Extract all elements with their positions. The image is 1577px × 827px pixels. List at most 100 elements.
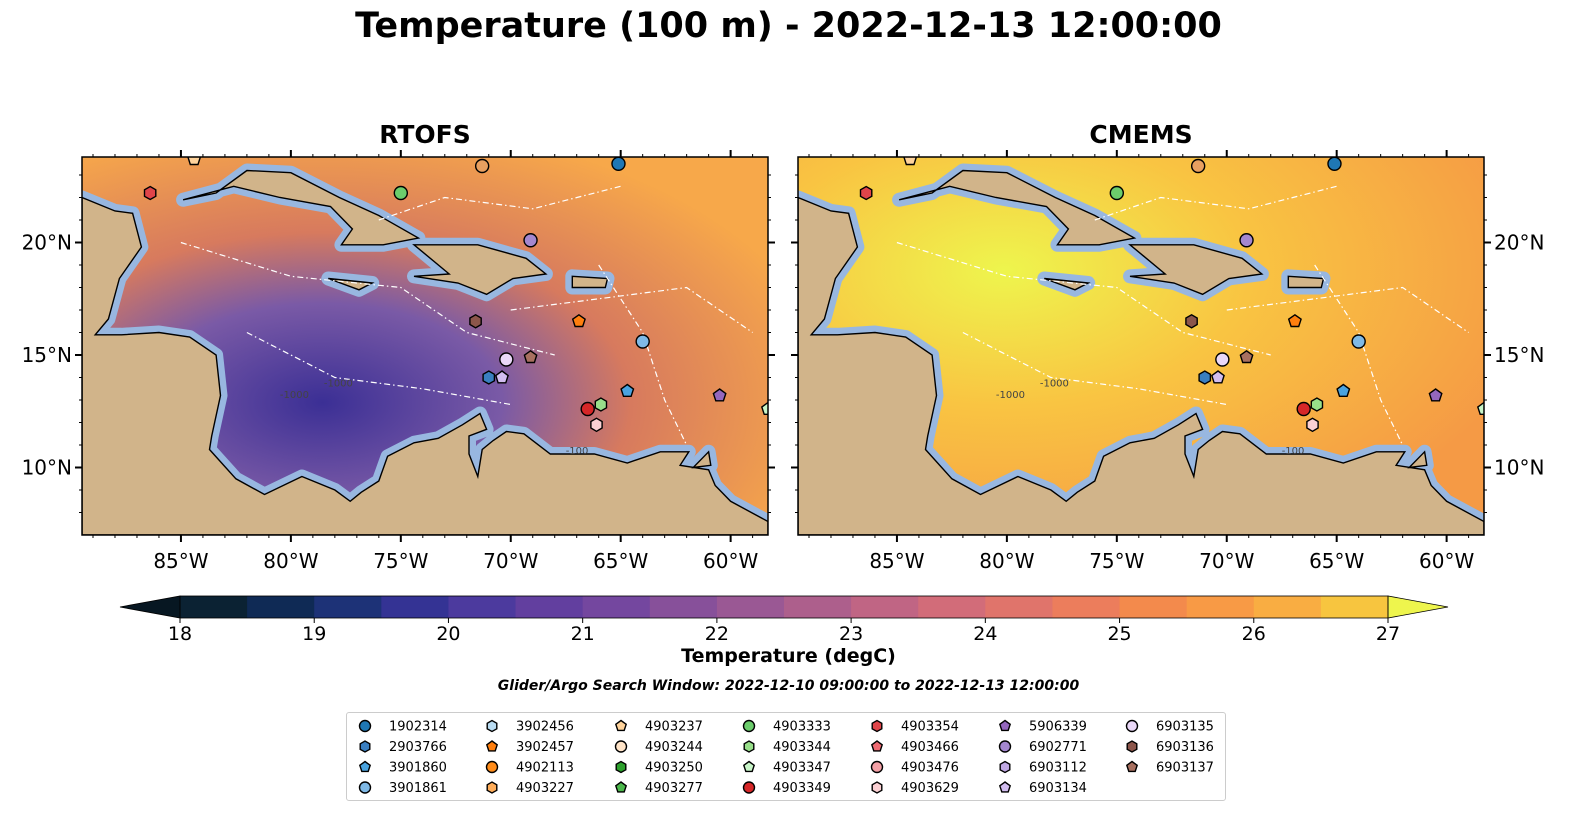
float-marker-4903354 xyxy=(143,185,157,201)
legend-marker-4903250 xyxy=(615,760,627,774)
maritime-boundary xyxy=(1314,264,1404,446)
legend-marker-4903244 xyxy=(614,740,628,753)
float-marker-2903766 xyxy=(1198,370,1212,385)
float-marker-6903137 xyxy=(523,349,538,364)
float-marker-6903134 xyxy=(1210,370,1225,384)
lon-tick-label: 80°W xyxy=(979,549,1034,573)
map-frame xyxy=(81,156,769,536)
legend-label: 4903244 xyxy=(645,740,703,755)
lat-tick-label: 20°N xyxy=(1494,231,1544,255)
colorbar-bin xyxy=(716,596,785,618)
colorbar-bin xyxy=(314,596,382,618)
float-marker-3901860 xyxy=(620,383,635,397)
legend-marker-6903137 xyxy=(1125,760,1139,773)
isobath-label: -1000 xyxy=(996,390,1025,401)
map-panel-cmems: -1000 -1000 -100 85°W 80°W 75°W 70°W 65°W 60°W 20… xyxy=(791,150,1544,573)
float-marker-4903237 xyxy=(903,157,918,166)
legend-marker-3902457 xyxy=(485,740,499,752)
lon-tick-label: 70°W xyxy=(483,549,538,573)
land-area xyxy=(898,169,1137,246)
legend-label: 4903629 xyxy=(901,781,959,796)
land-area xyxy=(1407,450,1428,469)
legend-label: 3901860 xyxy=(389,761,447,776)
float-marker-4903349 xyxy=(580,401,595,417)
legend-marker-6903112 xyxy=(999,760,1011,774)
legend-marker-5906339 xyxy=(998,719,1012,732)
panel-title-rtofs: RTOFS xyxy=(379,120,471,149)
colorbar-extend-high xyxy=(1387,595,1449,619)
float-legend: 1902314 2903766 3901860 3901861 3902456 39024… xyxy=(346,712,1226,801)
legend-marker-6903135 xyxy=(1125,719,1139,733)
land-area xyxy=(1128,244,1264,296)
lat-tick-label: 10°N xyxy=(22,456,72,480)
maritime-boundary xyxy=(180,241,555,356)
maritime-boundary xyxy=(1094,185,1337,221)
maritime-boundary xyxy=(1226,286,1469,333)
legend-marker-6903136 xyxy=(1126,740,1138,753)
map-panel-rtofs: -1000 -1000 -100 85°W 80°W 75°W 70°W 65°W 60°W 20… xyxy=(22,150,775,573)
land-area xyxy=(182,169,421,246)
legend-marker-3901861 xyxy=(358,781,372,794)
float-marker-6903136 xyxy=(469,313,482,329)
float-marker-6903135 xyxy=(1215,352,1230,367)
float-marker-1902314 xyxy=(1327,157,1342,171)
colorbar-bin xyxy=(1186,596,1255,618)
float-marker-6902771 xyxy=(1239,233,1254,248)
legend-label: 4903344 xyxy=(773,740,831,755)
colorbar-tick-label: 24 xyxy=(973,623,997,644)
legend-marker-4903349 xyxy=(742,781,756,794)
lon-tick-label: 70°W xyxy=(1199,549,1254,573)
float-marker-5906339 xyxy=(1428,388,1443,402)
float-marker-4903333 xyxy=(393,185,409,201)
land-area xyxy=(691,450,712,469)
lon-tick-label: 80°W xyxy=(263,549,318,573)
colorbar-bin xyxy=(515,596,584,618)
float-marker-4903349 xyxy=(1296,401,1311,417)
legend-marker-4903333 xyxy=(742,719,756,733)
float-marker-3902457 xyxy=(1287,313,1302,328)
lon-tick-label: 85°W xyxy=(869,549,924,573)
maritime-boundary xyxy=(598,264,688,446)
lon-tick-label: 85°W xyxy=(153,549,208,573)
maritime-boundary xyxy=(378,185,621,221)
legend-marker-4903347 xyxy=(742,760,756,773)
legend-label: 6903112 xyxy=(1029,761,1087,776)
isobath-label: -1000 xyxy=(280,390,309,401)
legend-label: 6902771 xyxy=(1029,740,1087,755)
legend-marker-3902456 xyxy=(486,719,498,733)
isobath-label: -100 xyxy=(1282,446,1305,457)
isobath-label: -100 xyxy=(566,446,589,457)
colorbar-tick-label: 27 xyxy=(1376,623,1400,644)
legend-label: 4903349 xyxy=(773,781,831,796)
search-window-text: Glider/Argo Search Window: 2022-12-10 09… xyxy=(497,678,1080,694)
colorbar-tick-label: 19 xyxy=(302,623,326,644)
legend-label: 6903134 xyxy=(1029,781,1087,796)
land-area xyxy=(412,244,548,296)
lat-tick-label: 15°N xyxy=(22,343,72,367)
float-marker-2903766 xyxy=(482,370,496,385)
legend-marker-4903466 xyxy=(870,740,884,752)
float-marker-4903347 xyxy=(760,401,768,415)
colorbar-bin xyxy=(247,596,315,618)
lon-tick-label: 60°W xyxy=(703,549,758,573)
legend-marker-4903227 xyxy=(486,781,498,794)
legend-marker-3901860 xyxy=(358,760,372,773)
lon-tick-label: 65°W xyxy=(593,549,648,573)
colorbar-bin xyxy=(1119,596,1188,618)
colorbar-tick-label: 26 xyxy=(1242,623,1266,644)
float-marker-6902771 xyxy=(523,233,538,248)
lon-tick-label: 75°W xyxy=(1089,549,1144,573)
float-marker-4903354 xyxy=(859,185,873,201)
colorbar-tick-label: 25 xyxy=(1107,623,1131,644)
legend-label: 4903466 xyxy=(901,740,959,755)
colorbar-bin xyxy=(381,596,449,618)
maritime-boundary xyxy=(246,331,511,406)
legend-label: 4903237 xyxy=(645,720,703,735)
legend-label: 4903347 xyxy=(773,761,831,776)
colorbar-bin xyxy=(1052,596,1121,618)
legend-label: 4903333 xyxy=(773,720,831,735)
colorbar-bin xyxy=(851,596,919,618)
map-panels: -1000 -1000 -100 85°W 80°W 75°W 70°W 65°W 60°W 20… xyxy=(22,150,1544,573)
float-marker-6903135 xyxy=(499,352,514,367)
land-area xyxy=(571,275,609,289)
